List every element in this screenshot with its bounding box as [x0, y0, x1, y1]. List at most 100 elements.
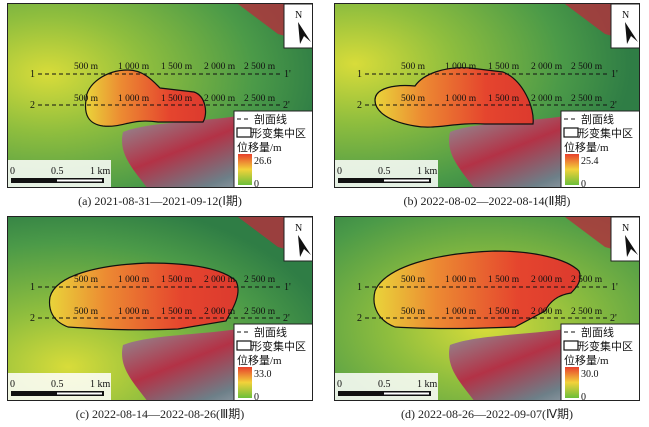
profile-2-end-label: 2': [283, 100, 290, 111]
legend-deformation-zone: 形变集中区: [251, 126, 306, 140]
scale-label-1km: 1 km: [90, 166, 111, 177]
scale-label-0: 0: [10, 166, 15, 177]
profile-1-distance-label: 1 500 m: [488, 275, 520, 285]
profile-1-distance-label: 1 500 m: [161, 275, 193, 285]
deformation-zone-outline: [84, 69, 207, 127]
north-label: N: [295, 223, 302, 234]
legend-deformation-zone: 形变集中区: [578, 339, 633, 353]
profile-2-distance-label: 2 500 m: [571, 307, 603, 317]
profile-2-distance-label: 500 m: [74, 307, 99, 317]
profile-2-end-label: 2': [610, 313, 617, 324]
profile-2-end-label: 2': [283, 313, 290, 324]
scale-label-0-5: 0.5: [51, 166, 64, 177]
north-arrow-icon: N: [283, 4, 312, 49]
legend-displacement-title: 位移量/m: [237, 140, 282, 154]
legend-profile-line: 剖面线: [581, 112, 614, 126]
profile-1-distance-label: 2 500 m: [244, 62, 276, 72]
north-arrow-icon: N: [610, 217, 639, 262]
profile-2-start-label: 2: [357, 313, 362, 324]
profile-1-distance-label: 500 m: [401, 62, 426, 72]
profile-2-distance-label: 2 000 m: [204, 307, 236, 317]
profile-1-start-label: 1: [357, 282, 362, 293]
profile-1-distance-label: 2 000 m: [531, 62, 563, 72]
scale-label-0-5: 0.5: [378, 166, 391, 177]
profile-2-distance-label: 1 000 m: [118, 94, 150, 104]
colorbar-max-label: 26.6: [254, 156, 272, 167]
scale-label-0: 0: [337, 166, 342, 177]
panel-caption-d: (d) 2022-08-26—2022-09-07(Ⅳ期): [400, 407, 574, 421]
map-panel-a: 1 1' 2 2' 500 m 500 m 1 000 m 1 000 m 1 500 m 1 5…: [7, 3, 313, 188]
legend-profile-line: 剖面线: [254, 325, 287, 339]
profile-2-distance-label: 2 500 m: [244, 307, 276, 317]
profile-2-distance-label: 1 500 m: [488, 307, 520, 317]
legend-deformation-zone: 形变集中区: [251, 339, 306, 353]
profile-1-end-label: 1': [284, 69, 291, 80]
profile-1-distance-label: 2 500 m: [244, 275, 276, 285]
scale-label-0: 0: [10, 379, 15, 390]
profile-1-distance-label: 500 m: [74, 62, 99, 72]
profile-2-distance-label: 2 000 m: [531, 307, 563, 317]
scale-label-0-5: 0.5: [378, 379, 391, 390]
deformation-zone-outline: [48, 262, 239, 331]
colorbar: [565, 367, 579, 398]
profile-1-distance-label: 2 000 m: [204, 62, 236, 72]
deformation-zone-outline: [373, 250, 581, 330]
profile-1-distance-label: 2 500 m: [571, 275, 603, 285]
profile-2-distance-label: 500 m: [401, 307, 426, 317]
profile-2-distance-label: 1 500 m: [488, 94, 520, 104]
profile-1-distance-label: 1 000 m: [118, 62, 150, 72]
scale-label-1km: 1 km: [417, 166, 438, 177]
colorbar-min-label: 0: [581, 392, 586, 401]
colorbar-max-label: 30.0: [581, 369, 599, 380]
profile-2-distance-label: 2 500 m: [244, 94, 276, 104]
scale-bar: 0 0.5 1 km: [335, 373, 438, 400]
colorbar: [238, 367, 252, 398]
deformation-zone-outline: [374, 67, 534, 128]
profile-1-end-label: 1': [284, 282, 291, 293]
north-arrow-icon: N: [283, 217, 312, 262]
profile-1-distance-label: 2 000 m: [531, 275, 563, 285]
scale-label-1km: 1 km: [90, 379, 111, 390]
panel-caption-b: (b) 2022-08-02—2022-08-14(Ⅱ期): [403, 194, 571, 208]
scale-label-1km: 1 km: [417, 379, 438, 390]
profile-1-distance-label: 1 000 m: [445, 62, 477, 72]
colorbar: [565, 154, 579, 185]
profile-1-distance-label: 1 500 m: [488, 62, 520, 72]
profile-1-distance-label: 1 500 m: [161, 62, 193, 72]
profile-1-start-label: 1: [30, 69, 35, 80]
north-label: N: [295, 10, 302, 21]
colorbar: [238, 154, 252, 185]
profile-2-end-label: 2': [610, 100, 617, 111]
profile-2-distance-label: 1 000 m: [445, 94, 477, 104]
profile-1-start-label: 1: [30, 282, 35, 293]
panel-caption-a: (a) 2021-08-31—2021-09-12(Ⅰ期): [78, 194, 242, 208]
profile-1-distance-label: 1 000 m: [118, 275, 150, 285]
profile-2-distance-label: 1 000 m: [445, 307, 477, 317]
north-label: N: [622, 10, 629, 21]
profile-2-distance-label: 1 500 m: [161, 94, 193, 104]
legend-deformation-zone: 形变集中区: [578, 126, 633, 140]
legend-profile-line: 剖面线: [254, 112, 287, 126]
colorbar-min-label: 0: [581, 179, 586, 188]
map-panel-c: 1 1' 2 2' 500 m 500 m 1 000 m 1 000 m 1 500 m 1 5…: [7, 216, 313, 401]
profile-1-distance-label: 1 000 m: [445, 275, 477, 285]
profile-1-end-label: 1': [611, 282, 618, 293]
scale-bar: 0 0.5 1 km: [8, 373, 111, 400]
colorbar-max-label: 25.4: [581, 156, 599, 167]
legend-displacement-title: 位移量/m: [564, 140, 609, 154]
profile-1-end-label: 1': [611, 69, 618, 80]
profile-2-distance-label: 500 m: [74, 94, 99, 104]
colorbar-max-label: 33.0: [254, 369, 272, 380]
legend-displacement-title: 位移量/m: [564, 353, 609, 367]
profile-2-distance-label: 1 500 m: [161, 307, 193, 317]
profile-2-distance-label: 1 000 m: [118, 307, 150, 317]
map-panel-b: 1 1' 2 2' 500 m 500 m 1 000 m 1 000 m 1 500 m 1 5…: [334, 3, 640, 188]
colorbar-min-label: 0: [254, 392, 259, 401]
panel-caption-c: (c) 2022-08-14—2022-08-26(Ⅲ期): [75, 407, 245, 421]
profile-2-distance-label: 2 000 m: [204, 94, 236, 104]
legend-displacement-title: 位移量/m: [237, 353, 282, 367]
